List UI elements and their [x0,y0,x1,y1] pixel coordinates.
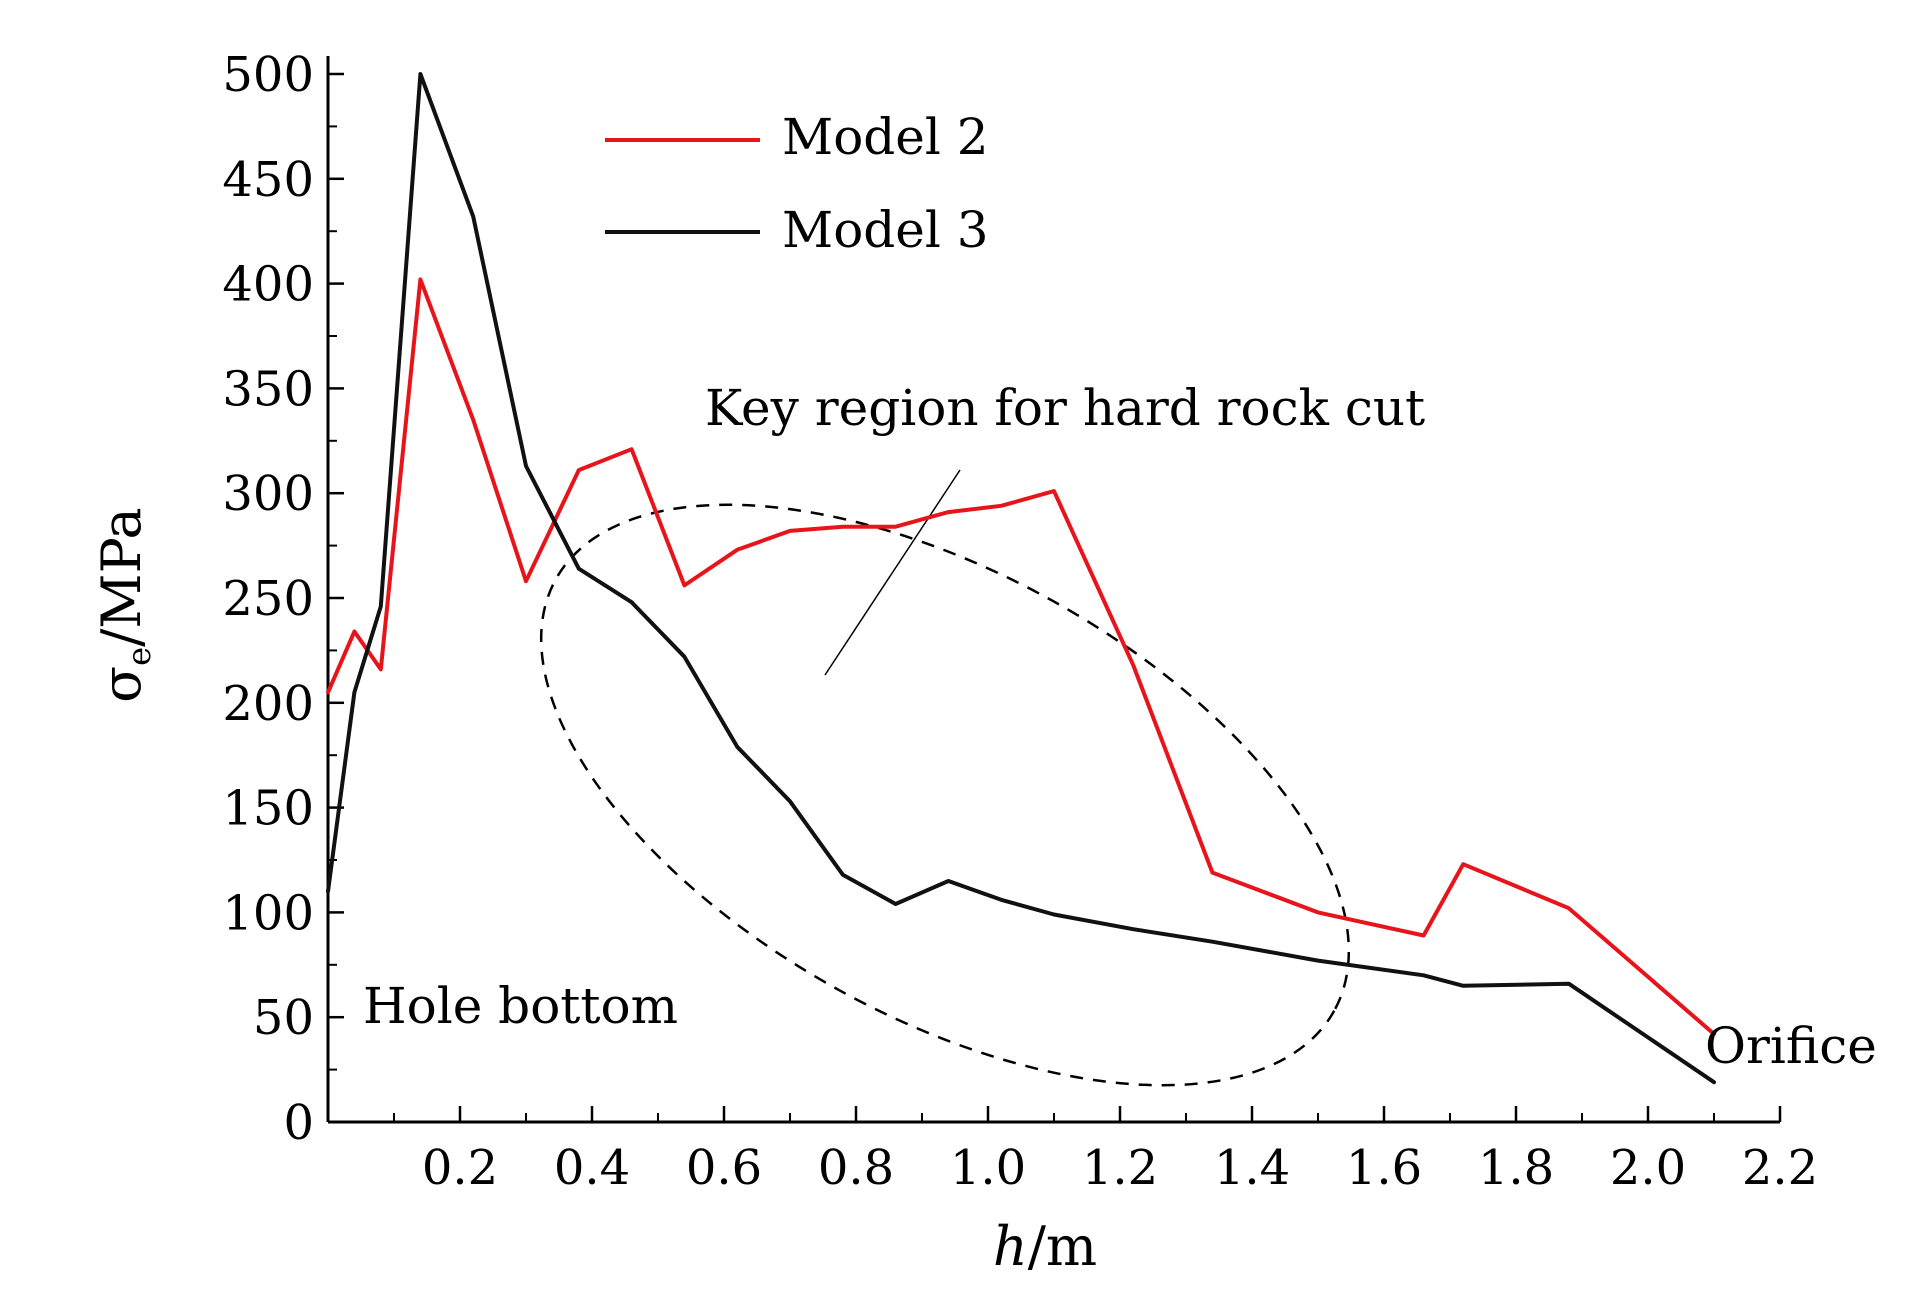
x-tick-label: 2.2 [1742,1140,1818,1196]
y-tick-label: 50 [253,990,314,1046]
annotation-hole-bottom: Hole bottom [363,977,678,1035]
axes [328,56,1780,1122]
annotation-orifice: Orifice [1705,1017,1877,1075]
series-line-model-3 [328,74,1714,1082]
key-region [448,385,1442,1205]
x-tick-label: 1.0 [950,1140,1026,1196]
key-region-ellipse [448,385,1442,1205]
x-tick-label: 0.4 [554,1140,630,1196]
x-tick-label: 1.4 [1214,1140,1290,1196]
key-region-pointer [825,470,960,675]
y-axis-label: σe/MPa [90,507,158,702]
legend: Model 2 Model 3 [605,108,989,259]
y-tick-label: 400 [222,257,314,313]
legend-label-model-3: Model 3 [782,201,989,259]
series [328,74,1714,1082]
svg-text:σe/MPa: σe/MPa [90,507,158,702]
y-tick-label: 300 [222,466,314,522]
y-tick-label: 100 [222,885,314,941]
x-tick-label: 0.2 [422,1140,498,1196]
x-axis-label-var: h [993,1215,1028,1278]
legend-label-model-2: Model 2 [782,108,989,166]
x-tick-label: 0.6 [686,1140,762,1196]
y-tick-label: 150 [222,781,314,837]
x-axis-label: h/m [993,1215,1097,1278]
y-tick-label: 250 [222,571,314,627]
y-tick-label: 0 [283,1095,314,1151]
y-axis-label-unit: /MPa [90,507,153,647]
x-tick-label: 0.8 [818,1140,894,1196]
y-tick-label: 350 [222,361,314,417]
x-tick-label: 1.8 [1478,1140,1554,1196]
x-tick-label: 2.0 [1610,1140,1686,1196]
y-tick-label: 500 [222,47,314,103]
x-axis-label-unit: /m [1028,1215,1097,1278]
y-axis-label-symbol: σ [90,666,153,703]
x-tick-label: 1.6 [1346,1140,1422,1196]
x-tick-label: 1.2 [1082,1140,1158,1196]
y-tick-label: 450 [222,152,314,208]
y-axis-label-sub: e [120,647,158,666]
y-tick-label: 200 [222,676,314,732]
annotation-key-region: Key region for hard rock cut [705,379,1425,437]
